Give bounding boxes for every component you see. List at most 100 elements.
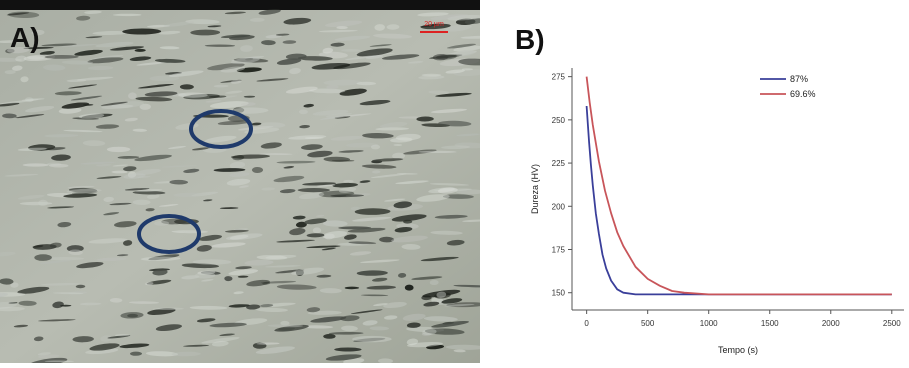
dark-grain bbox=[276, 239, 315, 243]
legend-label: 69.6% bbox=[790, 89, 816, 99]
light-grain bbox=[41, 283, 81, 286]
dark-grain bbox=[356, 48, 393, 57]
dark-grain bbox=[420, 256, 459, 262]
dark-grain bbox=[127, 313, 138, 318]
light-grain bbox=[80, 161, 116, 165]
dark-grain bbox=[420, 23, 451, 30]
dark-grain bbox=[306, 307, 321, 313]
dark-grain bbox=[279, 189, 296, 194]
dark-grain bbox=[123, 166, 137, 172]
dark-grain bbox=[219, 333, 235, 337]
y-axis-title: Dureza (HV) bbox=[530, 164, 540, 214]
dark-grain bbox=[416, 116, 434, 122]
light-grain bbox=[66, 79, 87, 83]
light-grain bbox=[362, 320, 378, 326]
light-grain bbox=[168, 70, 204, 77]
light-grain bbox=[309, 88, 346, 94]
light-grain bbox=[324, 233, 335, 240]
light-grain bbox=[140, 256, 181, 261]
dark-grain bbox=[70, 95, 103, 101]
x-tick-label: 500 bbox=[641, 319, 655, 328]
light-grain bbox=[406, 338, 419, 346]
dark-grain bbox=[0, 102, 20, 107]
light-grain bbox=[211, 242, 246, 248]
light-grain bbox=[265, 254, 297, 259]
dark-grain bbox=[464, 18, 485, 25]
dark-grain bbox=[353, 337, 386, 342]
light-grain bbox=[319, 116, 344, 120]
light-grain bbox=[318, 29, 358, 33]
dark-grain bbox=[219, 207, 239, 210]
dark-grain bbox=[306, 233, 325, 238]
light-grain bbox=[0, 251, 16, 257]
light-grain bbox=[249, 17, 265, 22]
dark-grain bbox=[220, 34, 251, 39]
dark-grain bbox=[310, 316, 347, 323]
dark-grain bbox=[220, 79, 242, 83]
dark-grain bbox=[203, 199, 213, 202]
light-grain bbox=[456, 133, 480, 137]
dark-grain bbox=[340, 315, 360, 322]
dark-grain bbox=[361, 164, 397, 169]
x-tick-label: 1000 bbox=[700, 319, 718, 328]
x-tick-label: 2000 bbox=[822, 319, 840, 328]
light-grain bbox=[323, 79, 363, 86]
dark-grain bbox=[354, 208, 391, 215]
light-grain bbox=[335, 113, 372, 118]
dark-grain bbox=[169, 179, 188, 185]
light-grain bbox=[228, 269, 259, 276]
light-grain bbox=[0, 301, 18, 310]
dark-grain bbox=[334, 347, 362, 352]
dark-grain bbox=[144, 91, 178, 97]
light-grain bbox=[407, 341, 443, 348]
dark-grain bbox=[393, 201, 413, 209]
light-grain bbox=[373, 33, 413, 39]
dark-grain bbox=[196, 244, 212, 252]
dark-grain bbox=[295, 269, 304, 277]
light-grain bbox=[241, 102, 256, 107]
dark-grain bbox=[237, 275, 249, 278]
light-grain bbox=[209, 101, 249, 109]
dark-grain bbox=[302, 182, 337, 186]
light-grain bbox=[244, 127, 280, 134]
dark-grain bbox=[372, 158, 404, 162]
light-grain bbox=[58, 107, 82, 114]
light-grain bbox=[445, 24, 472, 32]
y-tick-label: 200 bbox=[552, 202, 566, 211]
light-grain bbox=[43, 64, 66, 71]
light-grain bbox=[229, 172, 250, 178]
light-grain bbox=[215, 95, 238, 99]
dark-grain bbox=[41, 43, 77, 47]
dark-grain bbox=[183, 344, 210, 347]
light-grain bbox=[343, 179, 354, 183]
light-grain bbox=[68, 249, 83, 256]
light-grain bbox=[226, 233, 263, 241]
dark-grain bbox=[224, 11, 246, 15]
dark-grain bbox=[441, 298, 463, 304]
light-grain bbox=[375, 127, 410, 131]
light-grain bbox=[285, 86, 318, 94]
dark-grain bbox=[134, 154, 172, 162]
dark-grain bbox=[129, 56, 152, 61]
light-grain bbox=[265, 265, 301, 268]
light-grain bbox=[112, 13, 142, 17]
dark-grain bbox=[85, 36, 103, 39]
dark-grain bbox=[103, 212, 120, 216]
y-tick-label: 175 bbox=[552, 246, 566, 255]
dark-grain bbox=[155, 324, 183, 331]
light-grain bbox=[453, 45, 483, 52]
dark-grain bbox=[181, 263, 220, 269]
light-grain bbox=[158, 30, 181, 35]
dark-grain bbox=[256, 78, 289, 82]
light-grain bbox=[346, 142, 379, 148]
dark-grain bbox=[6, 12, 30, 16]
dark-grain bbox=[348, 241, 377, 245]
light-grain bbox=[321, 231, 348, 239]
dark-grain bbox=[276, 160, 316, 164]
light-grain bbox=[423, 316, 458, 322]
light-grain bbox=[356, 81, 376, 86]
light-grain bbox=[370, 173, 407, 178]
series-line-1 bbox=[585, 105, 892, 296]
light-grain bbox=[392, 152, 406, 160]
dark-grain bbox=[100, 101, 128, 106]
